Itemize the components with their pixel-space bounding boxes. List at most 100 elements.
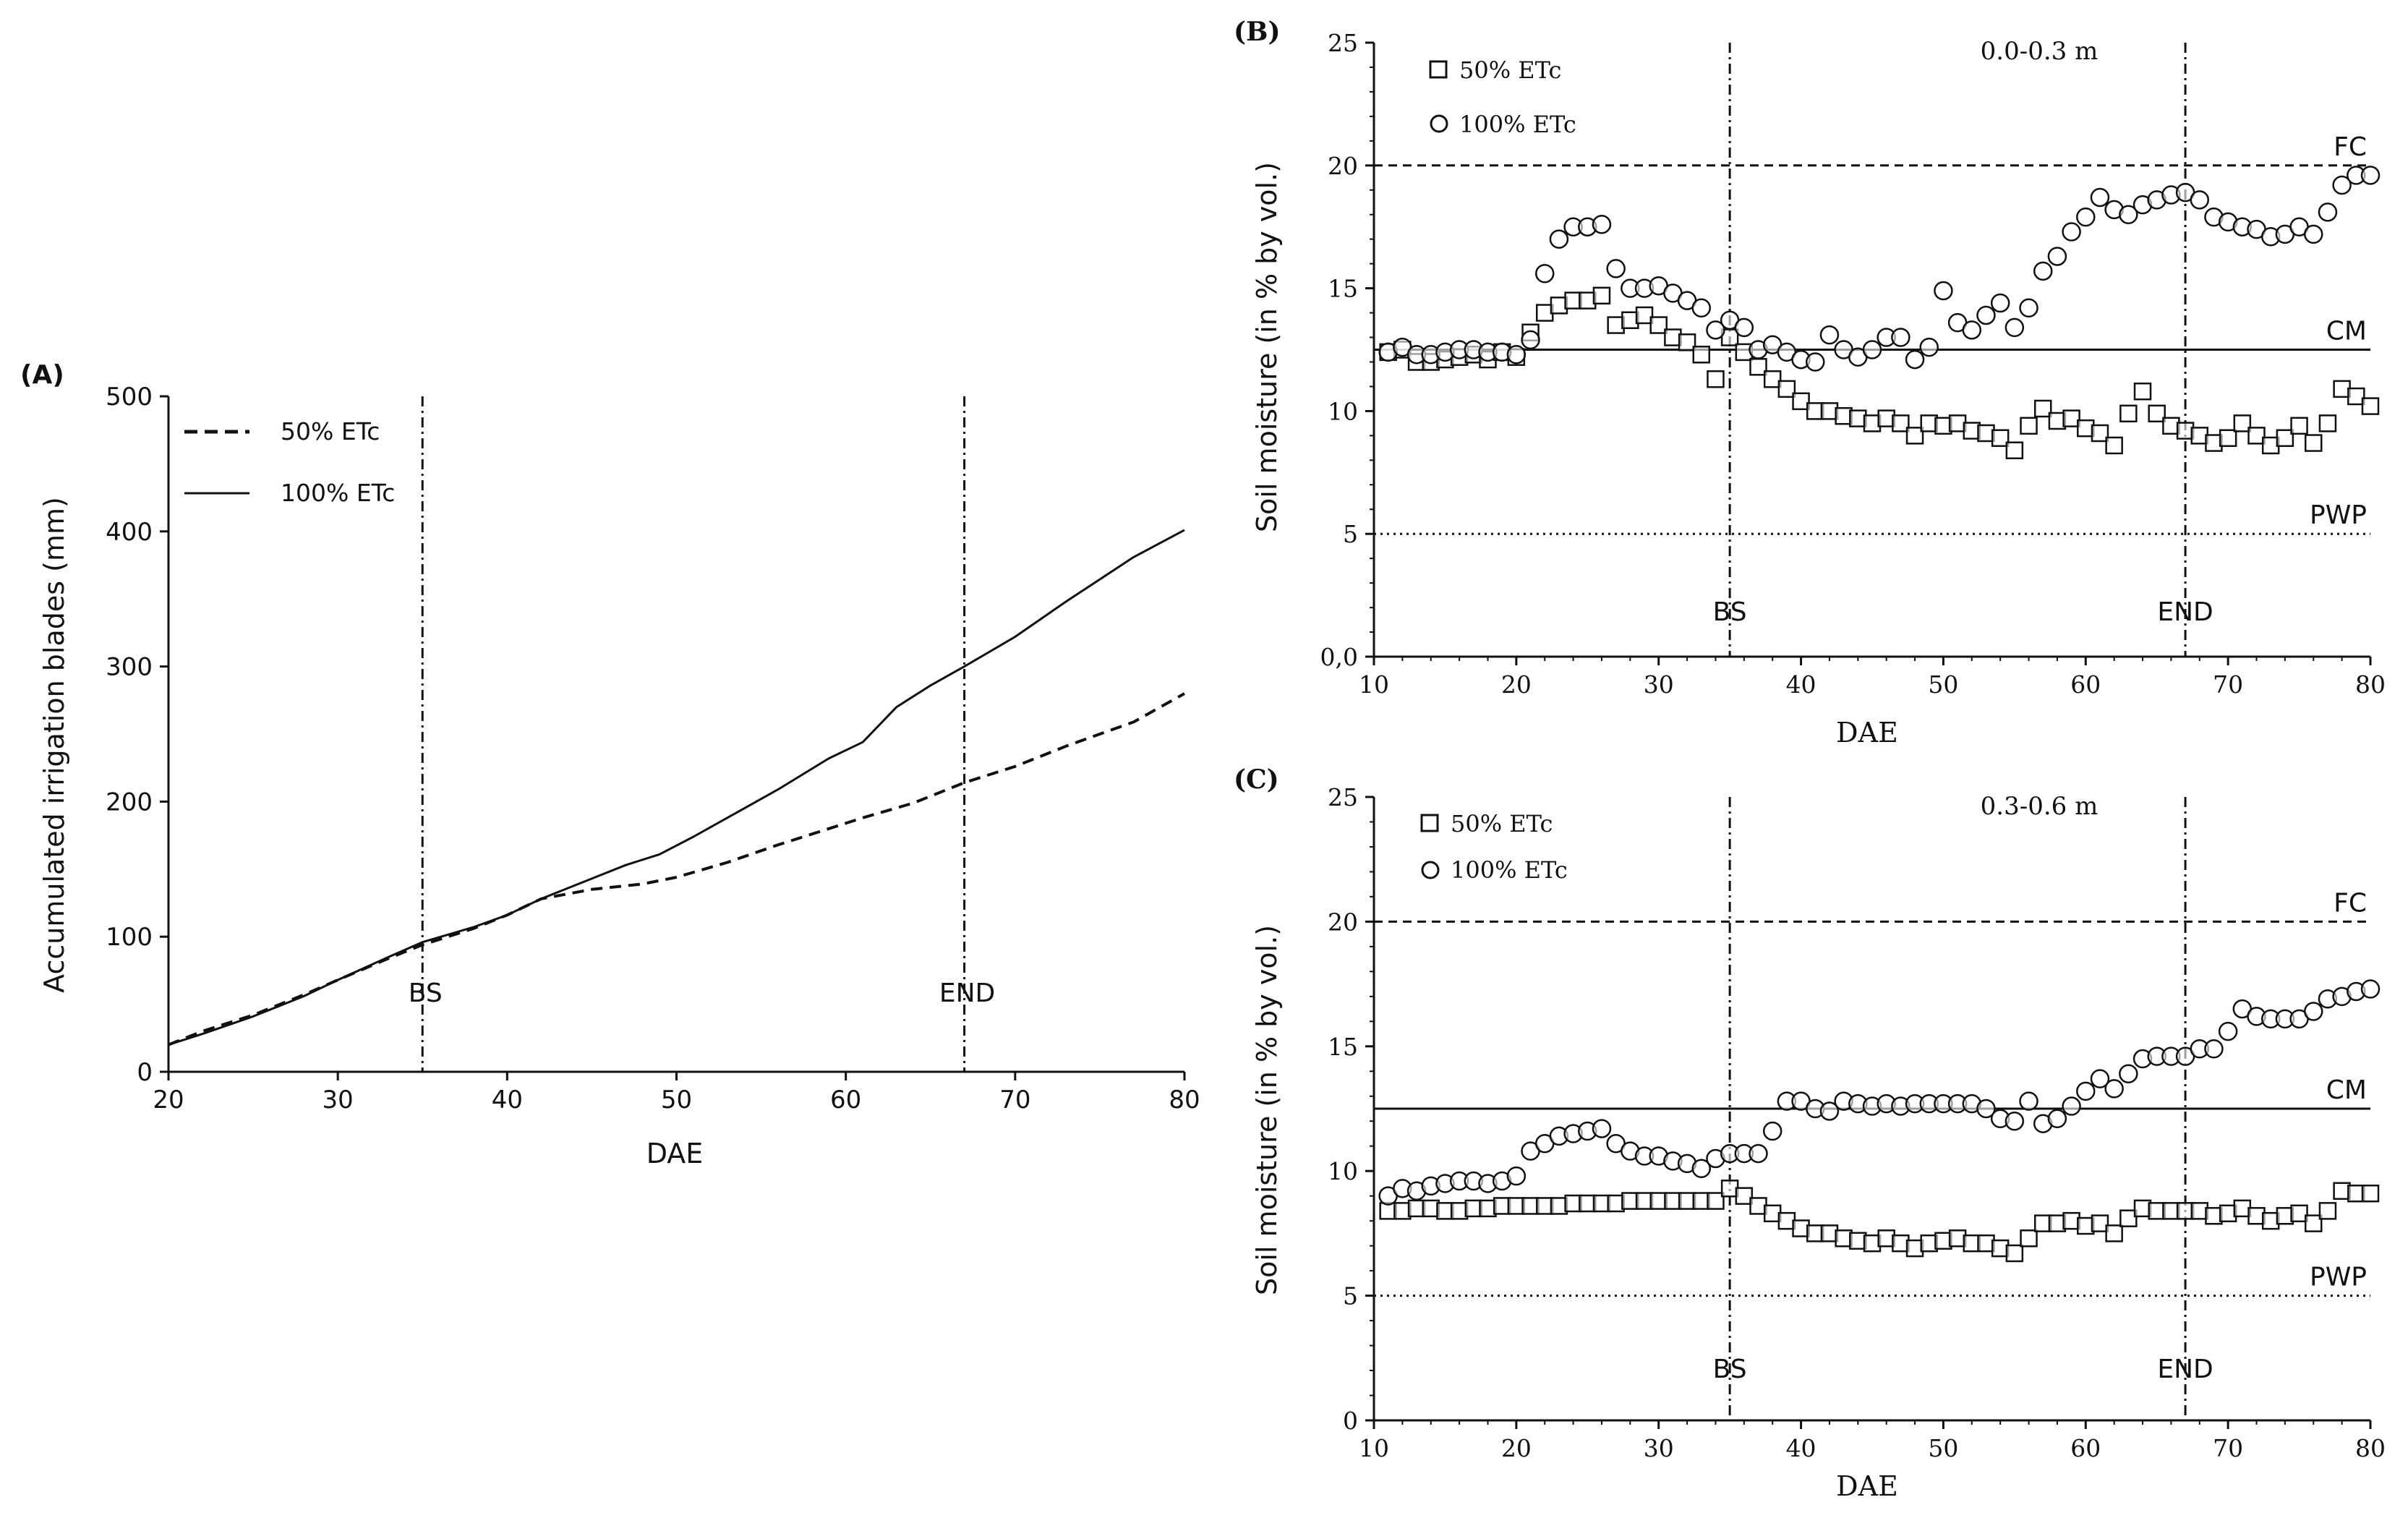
series-100-etc-point [1749, 1143, 1768, 1164]
x-tick-label: 80 [2355, 670, 2386, 699]
series-100-etc-point [2218, 1021, 2238, 1041]
series-50-etc-point [2091, 424, 2109, 443]
series-100-etc-point [2304, 1002, 2323, 1021]
y-tick-label: 0 [1343, 1407, 1358, 1435]
x-tick-label: 80 [1169, 1086, 1200, 1114]
series-50-etc-point [2247, 427, 2266, 445]
series-50-etc-point [2305, 434, 2323, 452]
x-tick-label: 30 [1644, 1434, 1674, 1462]
y-tick-label: 10 [1328, 1157, 1358, 1185]
series-100-etc-point [1691, 1159, 1712, 1179]
series-50-etc-point [2105, 1224, 2123, 1242]
x-tick-label: 30 [1644, 670, 1674, 699]
y-tick-label: 200 [106, 788, 153, 816]
y-tick-label: 5 [1343, 1282, 1358, 1310]
x-tick-label: 70 [999, 1086, 1030, 1114]
series-50-etc-point [1707, 370, 1725, 388]
x-tick-label: 60 [2070, 670, 2101, 699]
series-50-etc-point [2276, 429, 2294, 448]
series-50-etc-point [1735, 1187, 1754, 1205]
x-tick-label: 40 [1786, 670, 1816, 699]
series-100-etc-point [2304, 224, 2323, 244]
legend-label-50-etc: 50% ETc [1451, 810, 1553, 837]
y-tick-label: 15 [1328, 275, 1358, 303]
vline-label-bs: BS [1713, 597, 1747, 627]
panel-a-irrigation-chart: (A) Accumulated irrigation blades (mm) D… [20, 360, 1200, 1169]
x-tick-label: 10 [1359, 1434, 1389, 1462]
series-50-etc-point [1905, 427, 1924, 445]
series-50-etc-point [2290, 1204, 2308, 1223]
legend-label-50-etc: 50% ETc [1459, 56, 1561, 84]
x-tick-label: 30 [323, 1086, 354, 1114]
panel-c-label: (C) [1234, 764, 1279, 795]
legend-marker-circle [1430, 114, 1448, 133]
series-100-etc-point [2119, 1064, 2138, 1083]
series-100-etc-point [2062, 222, 2081, 242]
series-50-etc-point [1792, 392, 1810, 411]
series-100-etc-point [1706, 320, 1725, 340]
series-100-etc-point [1592, 215, 1612, 234]
reference-label-pwp: PWP [2310, 500, 2367, 530]
y-tick-label: 300 [106, 653, 153, 682]
series-100-etc-point [1919, 337, 1939, 357]
panel-b-xlabel: DAE [1836, 717, 1898, 749]
vline-label-end: END [939, 978, 995, 1008]
x-tick-label: 50 [1928, 1434, 1958, 1462]
reference-label-fc: FC [2334, 888, 2367, 918]
legend-label-100-etc: 100% ETc [281, 479, 395, 507]
y-tick-label: 15 [1328, 1033, 1358, 1061]
series-100-etc-point [2047, 1109, 2067, 1129]
series-50-etc-point [2005, 1244, 2024, 1263]
x-tick-label: 20 [1501, 1434, 1532, 1462]
x-tick-label: 70 [2213, 670, 2243, 699]
reference-label-cm: CM [2326, 317, 2367, 346]
series-100-etc-point [2076, 207, 2096, 227]
series-50-etc-point [2233, 414, 2252, 432]
series-100-etc-point [2047, 247, 2067, 266]
panel-b-label: (B) [1234, 17, 1281, 47]
vline-label-bs: BS [409, 978, 443, 1008]
panel-c-depth-title: 0.3-0.6 m [1981, 792, 2099, 821]
series-100-etc-point [1990, 293, 2010, 313]
series-50-etc-point [2290, 417, 2308, 435]
series-100-etc-point [1934, 281, 1953, 301]
series-100-etc-line [168, 529, 1185, 1046]
series-100-etc-point [1691, 298, 1712, 318]
x-tick-label: 20 [153, 1086, 184, 1114]
panel-a-ylabel: Accumulated irrigation blades (mm) [38, 497, 70, 993]
series-50-etc-point [2020, 417, 2038, 435]
series-100-etc-point [2318, 202, 2338, 222]
series-100-etc-point [1521, 330, 1540, 350]
series-100-etc-point [1806, 352, 1825, 372]
series-100-etc-point [2004, 1111, 2025, 1131]
series-100-etc-point [2004, 317, 2025, 338]
series-100-etc-point [2062, 1096, 2081, 1116]
series-50-etc-point [2005, 441, 2024, 459]
series-100-etc-point [2204, 1039, 2224, 1059]
series-100-etc-point [2332, 175, 2352, 195]
series-50-etc-point [1678, 333, 1696, 351]
reference-label-fc: FC [2334, 132, 2367, 162]
series-100-etc-point [2033, 261, 2053, 281]
x-tick-label: 10 [1359, 670, 1389, 699]
series-100-etc-point [1549, 229, 1569, 249]
series-100-etc-point [2090, 1069, 2110, 1088]
panel-c-legend: 50% ETc 100% ETc [1420, 810, 1568, 884]
series-100-etc-point [1905, 349, 1925, 370]
series-100-etc-point [2019, 298, 2038, 318]
series-100-etc-point [1976, 305, 1996, 325]
series-50-etc-point [2033, 399, 2052, 418]
reference-label-pwp: PWP [2310, 1263, 2367, 1292]
series-100-etc-point [2104, 1079, 2124, 1099]
vline-label-end: END [2157, 1355, 2213, 1384]
series-100-etc-point [1819, 325, 1840, 345]
panel-b-soil-moisture-shallow: (B) Soil moisture (in % by vol.) DAE 0.0… [1234, 17, 2386, 749]
series-50-etc-point [2119, 1209, 2138, 1227]
series-50-etc-line [168, 692, 1185, 1046]
legend-marker-circle [1421, 861, 1440, 879]
series-50-etc-point [2361, 1184, 2380, 1203]
y-tick-label: 500 [106, 383, 153, 412]
series-100-etc-point [2019, 1091, 2038, 1111]
y-tick-label: 400 [106, 518, 153, 547]
x-tick-label: 60 [830, 1086, 861, 1114]
